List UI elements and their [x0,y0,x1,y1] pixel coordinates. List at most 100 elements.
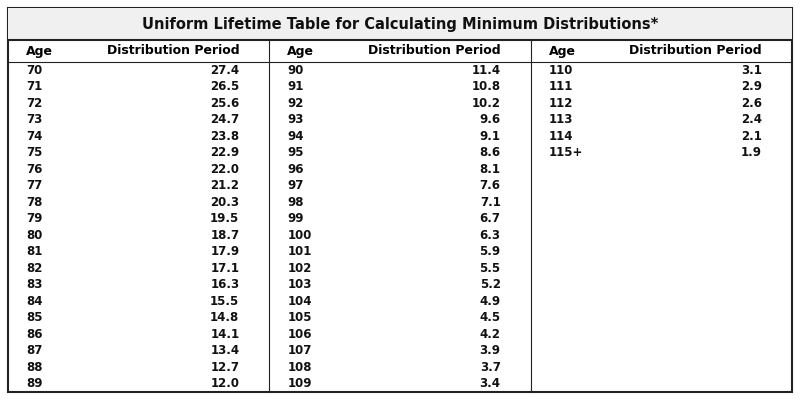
Text: Age: Age [26,44,53,58]
Text: 10.8: 10.8 [471,80,501,93]
Text: 111: 111 [549,80,573,93]
Text: 82: 82 [26,262,42,275]
Text: 22.9: 22.9 [210,146,239,159]
Text: 83: 83 [26,278,42,291]
Text: 22.0: 22.0 [210,163,239,176]
Text: 98: 98 [287,196,304,209]
Text: 4.9: 4.9 [479,295,501,308]
Text: 89: 89 [26,377,42,390]
Text: 100: 100 [287,229,312,242]
Text: 12.0: 12.0 [210,377,239,390]
Text: 19.5: 19.5 [210,212,239,225]
Text: 3.1: 3.1 [741,64,762,77]
Text: 4.2: 4.2 [480,328,501,341]
Text: Age: Age [549,44,576,58]
Text: 85: 85 [26,311,42,324]
Text: 8.6: 8.6 [479,146,501,159]
Text: 12.7: 12.7 [210,361,239,374]
Text: 105: 105 [287,311,312,324]
Text: 14.1: 14.1 [210,328,239,341]
Text: 4.5: 4.5 [479,311,501,324]
Text: 84: 84 [26,295,42,308]
Text: Uniform Lifetime Table for Calculating Minimum Distributions*: Uniform Lifetime Table for Calculating M… [142,16,658,32]
Text: 81: 81 [26,245,42,258]
Text: 90: 90 [287,64,304,77]
Text: 27.4: 27.4 [210,64,239,77]
Text: 108: 108 [287,361,312,374]
Text: 77: 77 [26,179,42,192]
Text: 9.1: 9.1 [480,130,501,143]
Text: 5.2: 5.2 [480,278,501,291]
Text: 3.9: 3.9 [480,344,501,357]
Text: 2.9: 2.9 [741,80,762,93]
Text: 71: 71 [26,80,42,93]
Text: 25.6: 25.6 [210,97,239,110]
Text: 75: 75 [26,146,42,159]
Text: 3.7: 3.7 [480,361,501,374]
Text: 17.9: 17.9 [210,245,239,258]
Text: 23.8: 23.8 [210,130,239,143]
Text: 95: 95 [287,146,304,159]
Text: 3.4: 3.4 [480,377,501,390]
Text: 94: 94 [287,130,304,143]
Text: 79: 79 [26,212,42,225]
Text: 1.9: 1.9 [741,146,762,159]
Text: 74: 74 [26,130,42,143]
Text: 87: 87 [26,344,42,357]
Text: 92: 92 [287,97,304,110]
Text: 9.6: 9.6 [479,113,501,126]
Text: 78: 78 [26,196,42,209]
Text: 18.7: 18.7 [210,229,239,242]
Text: 5.9: 5.9 [479,245,501,258]
Text: 8.1: 8.1 [480,163,501,176]
Text: 112: 112 [549,97,573,110]
Text: 114: 114 [549,130,573,143]
Text: 26.5: 26.5 [210,80,239,93]
Text: 104: 104 [287,295,312,308]
Text: 72: 72 [26,97,42,110]
Text: 86: 86 [26,328,42,341]
Text: 113: 113 [549,113,573,126]
Text: 99: 99 [287,212,304,225]
Text: 97: 97 [287,179,304,192]
Text: 21.2: 21.2 [210,179,239,192]
Text: 11.4: 11.4 [471,64,501,77]
Text: 110: 110 [549,64,573,77]
Text: Age: Age [287,44,314,58]
Text: 102: 102 [287,262,312,275]
Bar [8,8,792,40]
Text: Distribution Period: Distribution Period [106,44,239,58]
Text: Distribution Period: Distribution Period [630,44,762,58]
Text: 7.1: 7.1 [480,196,501,209]
Text: 91: 91 [287,80,304,93]
Text: 7.6: 7.6 [480,179,501,192]
Text: 6.3: 6.3 [480,229,501,242]
Text: 76: 76 [26,163,42,176]
Text: 106: 106 [287,328,312,341]
Text: 96: 96 [287,163,304,176]
Text: 93: 93 [287,113,304,126]
Text: 101: 101 [287,245,312,258]
Text: 2.1: 2.1 [741,130,762,143]
Text: 17.1: 17.1 [210,262,239,275]
Text: 5.5: 5.5 [479,262,501,275]
Text: 107: 107 [287,344,312,357]
Text: 13.4: 13.4 [210,344,239,357]
Text: 70: 70 [26,64,42,77]
Text: 88: 88 [26,361,42,374]
Text: 16.3: 16.3 [210,278,239,291]
Text: 2.6: 2.6 [741,97,762,110]
Text: 20.3: 20.3 [210,196,239,209]
Text: 10.2: 10.2 [472,97,501,110]
Text: 15.5: 15.5 [210,295,239,308]
Text: 109: 109 [287,377,312,390]
Text: 103: 103 [287,278,312,291]
Text: 24.7: 24.7 [210,113,239,126]
Text: 80: 80 [26,229,42,242]
Text: 14.8: 14.8 [210,311,239,324]
Text: 2.4: 2.4 [741,113,762,126]
Text: 6.7: 6.7 [480,212,501,225]
Text: 73: 73 [26,113,42,126]
Text: Distribution Period: Distribution Period [368,44,501,58]
Text: 115+: 115+ [549,146,583,159]
